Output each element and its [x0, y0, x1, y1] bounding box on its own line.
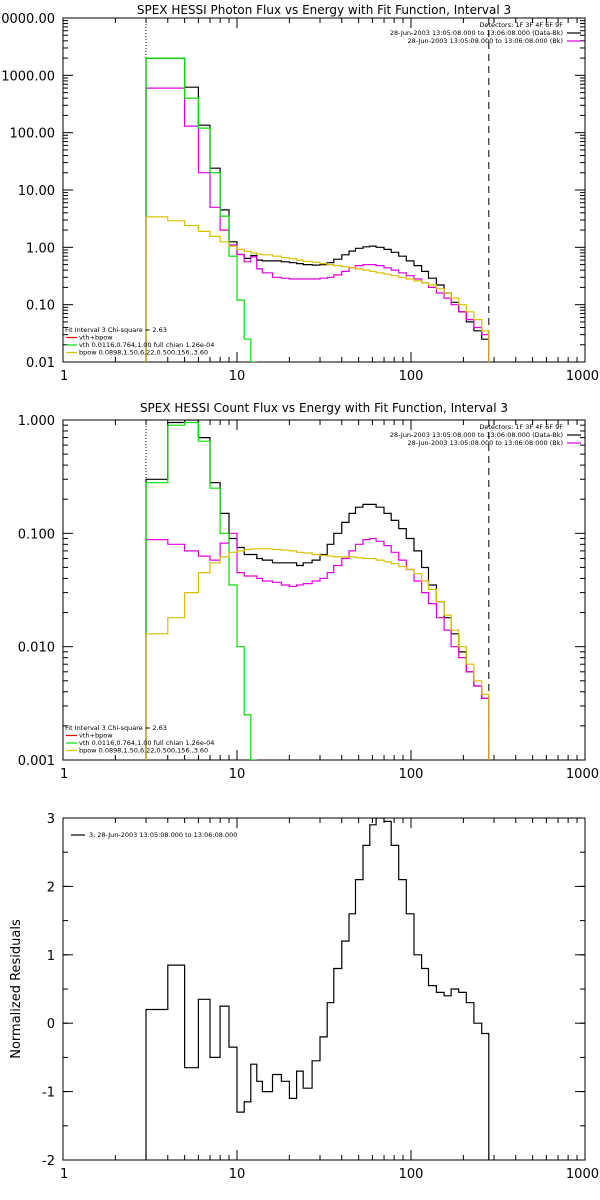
x-tick-label: 10	[229, 1167, 246, 1182]
legend-bottom-entry: vth+bpow	[79, 732, 113, 740]
y-tick-label: -2	[42, 1154, 55, 1169]
plot-frame	[62, 817, 586, 1161]
legend-bottom-entry: bpow 0.0898,1.50,6.22,0.500,156.,3.60	[79, 349, 208, 357]
series-line-2	[145, 57, 257, 362]
x-tick-label: 100	[399, 767, 424, 782]
legend-top-entry: 28-Jun-2003 13:05:08.000 to 13:06:08.000…	[408, 37, 563, 45]
legend-top-entry: 28-Jun-2003 13:05:08.000 to 13:06:08.000…	[408, 439, 563, 447]
chart-title: SPEX HESSI Photon Flux vs Energy with Fi…	[137, 3, 511, 17]
y-tick-label: 1000.00	[1, 69, 55, 84]
residuals-chart: 1 10 100 1000 -2 -1 0 1 2 3 Normalized Residuals 3,…	[9, 812, 599, 1182]
y-tick-label: 100.00	[10, 127, 56, 142]
series-line-0	[145, 420, 490, 760]
y-tick-label: 1.000	[18, 414, 55, 429]
count-flux-chart: SPEX HESSI Count Flux vs Energy with Fit…	[18, 401, 599, 782]
x-tick-label: 10	[229, 369, 246, 384]
y-tick-label: 0	[47, 1017, 55, 1032]
y-tick-label: 0.100	[18, 527, 55, 542]
y-tick-label: 10.00	[18, 184, 55, 199]
y-tick-label: 0.10	[26, 299, 55, 314]
y-tick-label: 0.01	[26, 356, 55, 371]
series-line-1	[145, 532, 490, 760]
legend-bottom-entry: Fit Interval 3 Chi-square = 2.63	[65, 724, 167, 732]
photon-flux-chart: SPEX HESSI Photon Flux vs Energy with Fi…	[0, 3, 599, 384]
series-line-0	[145, 57, 490, 362]
y-tick-label: 2	[47, 880, 55, 895]
legend-bottom-entry: vth+bpow	[79, 334, 113, 342]
x-tick-label: 1	[60, 369, 68, 384]
y-tick-label: 1	[47, 949, 55, 964]
legend-top-entry: Detectors: 1F 3F 4F 6F 9F	[479, 21, 563, 29]
x-tick-label: 1000	[566, 767, 599, 782]
series-line-3	[145, 548, 490, 760]
chart-title: SPEX HESSI Count Flux vs Energy with Fit…	[140, 401, 508, 415]
x-tick-label: 1	[60, 767, 68, 782]
y-tick-label: 0.001	[18, 754, 55, 769]
legend-top-entry: 28-Jun-2003 13:05:08.000 to 13:06:08.000…	[390, 29, 563, 37]
legend-bottom-entry: Fit Interval 3 Chi-square = 2.63	[65, 326, 167, 334]
y-tick-label: -1	[42, 1086, 55, 1101]
series-line-3	[145, 216, 490, 362]
plot-frame	[62, 419, 586, 761]
x-tick-label: 100	[399, 1167, 424, 1182]
legend-bottom-entry: vth 0.0116,0.764,1.00 full chian 1.26e-0…	[79, 341, 214, 349]
series-line-2	[145, 421, 257, 760]
legend-bottom-entry: vth 0.0116,0.764,1.00 full chian 1.26e-0…	[79, 739, 214, 747]
x-tick-label: 1	[60, 1167, 68, 1182]
x-tick-label: 100	[399, 369, 424, 384]
legend-entry: 3, 28-Jun-2003 13:05:08.000 to 13:06:08.…	[89, 831, 237, 839]
y-axis-label: Normalized Residuals	[9, 919, 24, 1059]
series-line-0	[145, 818, 490, 1160]
legend-bottom-entry: bpow 0.0898,1.50,6.22,0.500,156.,3.60	[79, 747, 208, 755]
y-tick-label: 0.010	[18, 641, 55, 656]
legend-top-entry: Detectors: 1F 3F 4F 6F 9F	[479, 423, 563, 431]
plot-frame	[62, 17, 586, 363]
x-tick-label: 10	[229, 767, 246, 782]
x-tick-label: 1000	[566, 369, 599, 384]
legend-top-entry: 28-Jun-2003 13:05:08.000 to 13:06:08.000…	[390, 431, 563, 439]
y-tick-label: 1.00	[26, 241, 55, 256]
y-tick-label: 3	[47, 812, 55, 827]
x-tick-label: 1000	[566, 1167, 599, 1182]
